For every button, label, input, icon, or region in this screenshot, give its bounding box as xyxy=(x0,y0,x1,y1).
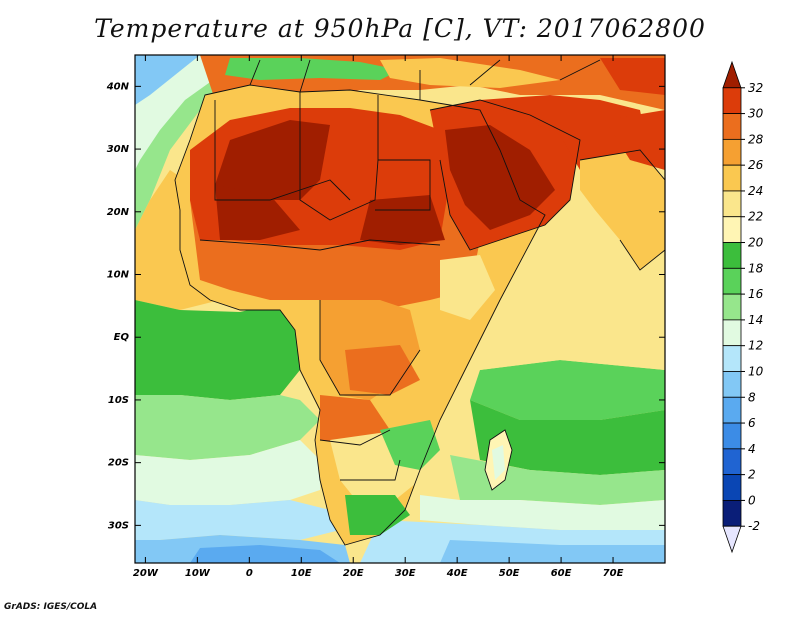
map-title: Temperature at 950hPa [C], VT: 201706280… xyxy=(94,14,706,43)
lon-label: 40E xyxy=(446,568,468,579)
colorbar-swatch xyxy=(722,422,742,450)
colorbar-label: 2 xyxy=(748,468,756,482)
credit-text: GrADS: IGES/COLA xyxy=(4,602,98,612)
lon-label: 20E xyxy=(343,568,364,579)
colorbar-label: 20 xyxy=(748,236,764,250)
colorbar-swatch xyxy=(722,474,742,501)
lat-label: 20S xyxy=(108,458,129,469)
colorbar-label: 16 xyxy=(748,287,764,301)
colorbar-swatch xyxy=(722,293,742,321)
colorbar-label: 0 xyxy=(748,493,756,507)
latitude-axis: 40N 30N 20N 10N EQ 10S 20S 30S xyxy=(106,81,665,531)
colorbar-label: 30 xyxy=(748,107,764,121)
colorbar-swatch xyxy=(722,138,742,166)
colorbar-swatch xyxy=(722,396,742,424)
colorbar-swatch xyxy=(722,500,742,527)
colorbar-swatch xyxy=(722,164,742,192)
longitude-axis: 20W 10W 0 10E 20E 30E 40E 50E 60E 70E xyxy=(133,55,624,579)
colorbar-swatch xyxy=(722,345,742,372)
lon-label: 10E xyxy=(291,568,312,579)
colorbar-arrow-top xyxy=(722,60,742,89)
lon-label: 50E xyxy=(499,568,520,579)
colorbar-label: 24 xyxy=(748,184,763,198)
colorbar-swatch xyxy=(722,371,742,398)
colorbar-swatch xyxy=(722,319,742,347)
lat-label: 10S xyxy=(108,395,129,406)
colorbar-label: 6 xyxy=(748,416,756,430)
colorbar-swatch xyxy=(722,190,742,218)
colorbar-swatch xyxy=(722,267,742,295)
country-borders xyxy=(174,59,665,546)
colorbar-label: 12 xyxy=(748,339,763,353)
colorbar-label: 8 xyxy=(748,390,756,404)
lon-label: 20W xyxy=(133,568,159,579)
colorbar-swatch xyxy=(722,216,742,243)
lon-label: 70E xyxy=(603,568,624,579)
lon-label: 60E xyxy=(551,568,572,579)
colorbar-label: 14 xyxy=(748,313,763,327)
lat-label: 20N xyxy=(107,207,130,218)
temperature-map-figure: 40N 30N 20N 10N EQ 10S 20S 30S 20W 10W 0 10E 20E 30E… xyxy=(106,54,764,579)
temperature-field xyxy=(135,55,665,563)
colorbar-arrow-bottom xyxy=(722,525,742,554)
colorbar-swatch xyxy=(722,113,742,140)
colorbar-label: -2 xyxy=(748,519,760,533)
lon-label: 10W xyxy=(185,568,211,579)
lat-label: 10N xyxy=(107,270,130,281)
lat-label: 40N xyxy=(106,81,130,92)
colorbar-label: 32 xyxy=(748,81,763,95)
colorbar-label: 18 xyxy=(748,261,764,275)
colorbar-label: 22 xyxy=(748,210,763,224)
lon-label: 30E xyxy=(395,568,416,579)
colorbar-label: 28 xyxy=(748,132,764,146)
colorbar-label: 10 xyxy=(748,364,764,378)
colorbar-label: 4 xyxy=(748,442,756,456)
map-frame xyxy=(134,54,666,564)
colorbar-swatch xyxy=(722,242,742,269)
lat-label: 30N xyxy=(107,144,130,155)
lat-label: 30S xyxy=(108,520,129,531)
lon-label: 0 xyxy=(246,568,253,579)
colorbar-label: 26 xyxy=(748,158,764,172)
lat-label: EQ xyxy=(114,332,130,343)
colorbar-swatch xyxy=(722,448,742,476)
colorbar-swatch xyxy=(722,87,742,114)
